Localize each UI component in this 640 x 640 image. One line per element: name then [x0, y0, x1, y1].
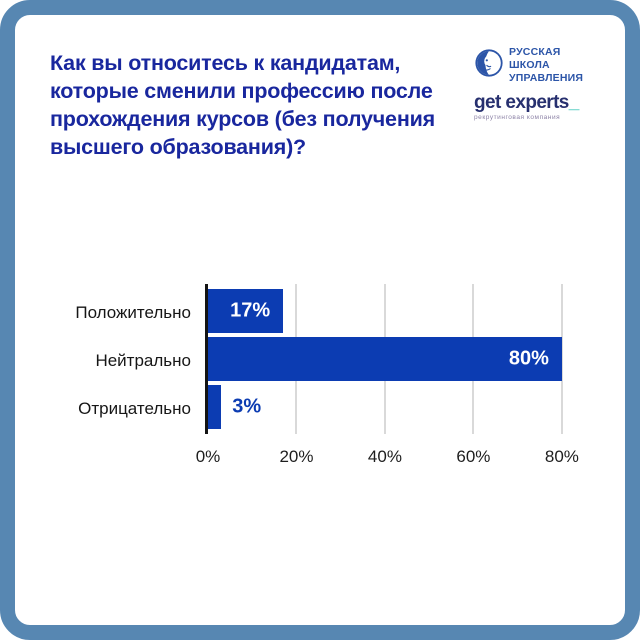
bar-row: 3%: [208, 385, 584, 429]
chart-question-title: Как вы относитесь к кандидатам, которые …: [50, 51, 435, 159]
bar-row: 17%: [208, 289, 584, 333]
get-experts-wordmark: get experts_: [474, 93, 604, 112]
get-experts-underscore: _: [568, 92, 580, 114]
x-tick-label: 40%: [367, 447, 402, 466]
brand-logos: РУССКАЯ ШКОЛА УПРАВЛЕНИЯ get experts_ ре…: [474, 46, 604, 121]
bar-value-label: 80%: [508, 347, 549, 370]
x-tick-label: 20%: [279, 447, 314, 466]
rsu-line-1: РУССКАЯ: [509, 46, 561, 58]
get-experts-tagline: рекрутинговая компания: [474, 114, 561, 122]
gridline: [560, 284, 563, 434]
horizontal-bar-chart: Положительно Нейтрально Отрицательно 17%…: [50, 284, 584, 470]
bar-row: 80%: [208, 337, 584, 381]
bar-positive: [208, 289, 284, 333]
rsu-line-3: УПРАВЛЕНИЯ: [509, 71, 584, 84]
plot-area: 17% 80% 3%: [205, 284, 584, 434]
category-label-negative: Отрицательно: [78, 399, 191, 418]
bar-value-label: 3%: [232, 395, 262, 418]
get-experts-logo: get experts_ рекрутинговая компания: [474, 93, 604, 121]
bar-value-label: 17%: [230, 299, 271, 322]
bar-neutral: [208, 337, 562, 381]
rsu-globe-face-icon: [474, 48, 504, 83]
bar-negative: [208, 385, 222, 429]
x-tick-label: 0%: [195, 447, 221, 466]
x-tick-label: 60%: [456, 447, 491, 466]
category-labels: Положительно Нейтрально Отрицательно: [50, 284, 205, 433]
x-axis-ticks: 0% 20% 40% 60% 80%: [196, 444, 584, 470]
rsu-logo-text: РУССКАЯ ШКОЛА УПРАВЛЕНИЯ: [509, 46, 583, 84]
category-label-positive: Положительно: [75, 303, 191, 322]
x-tick-label: 80%: [544, 447, 579, 466]
category-label-neutral: Нейтрально: [95, 351, 191, 370]
plot-column: 17% 80% 3% 0% 20% 40% 60% 80%: [196, 284, 584, 470]
rsu-line-2: ШКОЛА: [509, 58, 550, 71]
get-experts-name: get experts: [474, 92, 569, 114]
rsu-logo: РУССКАЯ ШКОЛА УПРАВЛЕНИЯ: [474, 46, 604, 84]
